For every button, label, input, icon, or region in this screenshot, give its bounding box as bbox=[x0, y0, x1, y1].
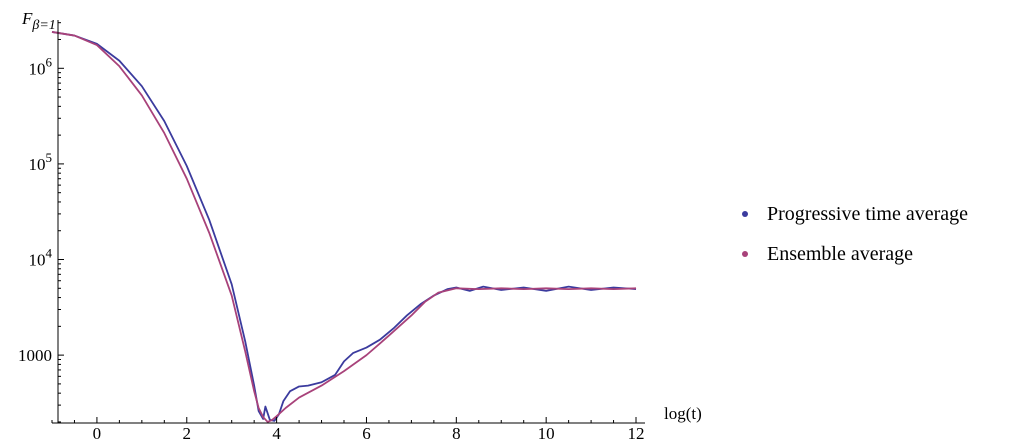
y-tick-label: 106 bbox=[29, 54, 53, 78]
series-progressive-time-average bbox=[51, 31, 637, 422]
plot-area bbox=[51, 31, 637, 423]
legend-label-progressive: Progressive time average bbox=[767, 202, 969, 225]
x-tick-label: 10 bbox=[538, 424, 555, 441]
x-tick-label: 12 bbox=[628, 424, 645, 441]
y-axis-title-sub: β=1 bbox=[31, 18, 55, 33]
legend-item-progressive: Progressive time average bbox=[742, 194, 968, 234]
legend-marker-progressive bbox=[742, 211, 748, 217]
x-tick-label: 2 bbox=[183, 424, 192, 441]
x-tick-label: 8 bbox=[452, 424, 461, 441]
y-axis-title-base: F bbox=[21, 9, 33, 28]
series-ensemble-average bbox=[51, 31, 637, 423]
legend: Progressive time average Ensemble averag… bbox=[742, 194, 968, 274]
legend-item-ensemble: Ensemble average bbox=[742, 234, 968, 274]
x-tick-label: 0 bbox=[93, 424, 102, 441]
y-tick-label: 104 bbox=[29, 246, 53, 270]
y-tick-label: 1000 bbox=[18, 346, 52, 365]
axes: 0 2 4 6 8 10 12 106 105 104 1000 bbox=[18, 20, 645, 441]
y-axis-title: Fβ=1 bbox=[21, 9, 56, 33]
y-tick-label: 105 bbox=[29, 150, 53, 174]
x-axis-title: log(t) bbox=[664, 404, 702, 423]
x-tick-label: 6 bbox=[362, 424, 371, 441]
x-tick-label: 4 bbox=[272, 424, 281, 441]
legend-label-ensemble: Ensemble average bbox=[767, 242, 914, 265]
legend-marker-ensemble bbox=[742, 251, 748, 257]
